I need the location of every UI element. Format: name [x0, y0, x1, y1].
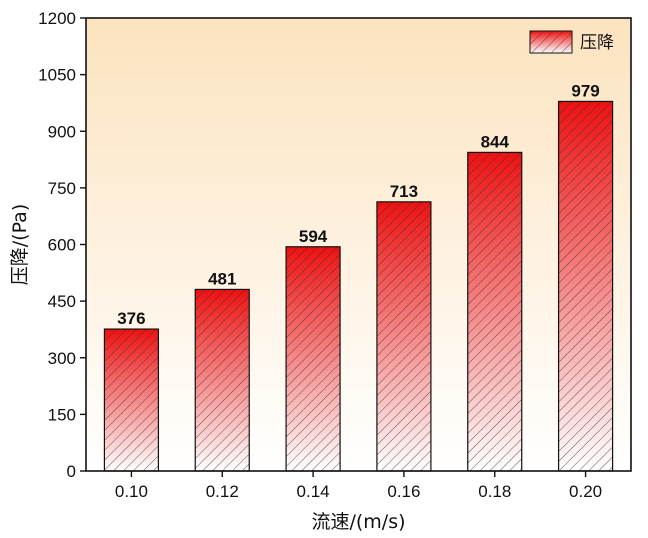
x-tick-label: 0.10 [115, 482, 148, 501]
y-tick-label: 600 [48, 236, 76, 255]
x-tick-label: 0.20 [569, 482, 602, 501]
y-tick-label: 900 [48, 122, 76, 141]
data-label: 713 [390, 182, 418, 201]
bar-0.10 [103, 328, 160, 472]
bar-0.20 [557, 100, 614, 472]
y-tick-label: 750 [48, 179, 76, 198]
legend-label: 压降 [580, 33, 614, 53]
data-labels-group: 376 481 594 713 844 979 [117, 81, 600, 328]
data-label: 481 [208, 269, 236, 288]
x-axis-title: 流速/(m/s) [311, 511, 405, 533]
bar-hatch [285, 246, 341, 472]
y-tick-label: 150 [48, 405, 76, 424]
data-label: 376 [117, 309, 145, 328]
x-axis: 0.10 0.12 0.14 0.16 0.18 0.20 [115, 471, 602, 501]
x-tick-label: 0.14 [297, 482, 330, 501]
bars-group [103, 100, 614, 472]
bar-0.12 [194, 288, 250, 472]
bar-0.18 [467, 151, 523, 472]
bar-0.16 [376, 201, 432, 472]
data-label: 979 [571, 81, 599, 100]
bar-hatch [194, 288, 250, 472]
x-tick-label: 0.12 [206, 482, 239, 501]
data-label: 844 [481, 132, 510, 151]
plot-background [86, 18, 631, 471]
bar-hatch [376, 201, 432, 472]
data-label: 594 [299, 227, 328, 246]
bar-hatch [467, 151, 523, 472]
bar-hatch [103, 328, 160, 472]
y-tick-label: 0 [67, 462, 76, 481]
y-tick-label: 450 [48, 292, 76, 311]
bar-0.14 [285, 246, 341, 472]
bar-hatch [557, 100, 614, 472]
y-tick-label: 1050 [38, 66, 76, 85]
x-tick-label: 0.16 [387, 482, 420, 501]
y-axis: 0 150 300 450 600 750 900 1050 1200 [38, 9, 86, 481]
legend-swatch-hatch [530, 31, 572, 53]
y-tick-label: 300 [48, 349, 76, 368]
y-axis-title: 压降/(Pa) [9, 204, 31, 285]
x-tick-label: 0.18 [478, 482, 511, 501]
legend: 压降 [529, 30, 614, 54]
y-tick-label: 1200 [38, 9, 76, 28]
